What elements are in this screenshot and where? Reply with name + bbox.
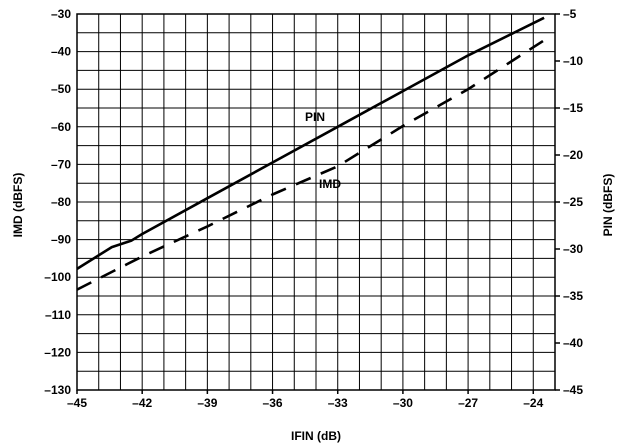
y-left-tick-label: –130 bbox=[44, 383, 71, 397]
grid bbox=[77, 14, 555, 390]
x-tick-label: –39 bbox=[197, 396, 217, 410]
y-left-tick-label: –60 bbox=[51, 120, 71, 134]
x-tick-label: –36 bbox=[263, 396, 283, 410]
x-tick-label: –30 bbox=[393, 396, 413, 410]
y-left-tick-label: –90 bbox=[51, 233, 71, 247]
y-axis-left-title: IMD (dBFS) bbox=[11, 173, 25, 238]
tick-labels: –45 –42 –39 –36 –33 –30 –27 –24 –30 –40 –50 –60 –70 –… bbox=[44, 7, 583, 410]
x-axis-title: IFIN (dB) bbox=[291, 429, 341, 443]
series-lines bbox=[76, 16, 545, 291]
y-left-tick-label: –40 bbox=[51, 45, 71, 59]
y-right-tick-label: –15 bbox=[563, 101, 583, 115]
y-right-tick-label: –35 bbox=[563, 289, 583, 303]
y-left-tick-label: –100 bbox=[44, 270, 71, 284]
series-line-pin bbox=[76, 16, 545, 271]
y-right-tick-label: –40 bbox=[563, 336, 583, 350]
x-tick-label: –27 bbox=[458, 396, 478, 410]
y-right-tick-label: –10 bbox=[563, 54, 583, 68]
y-right-tick-label: –20 bbox=[563, 148, 583, 162]
x-tick-label: –33 bbox=[328, 396, 348, 410]
y-right-tick-label: –5 bbox=[563, 7, 577, 21]
y-axis-right-title: PIN (dBFS) bbox=[601, 174, 615, 237]
series-label-pin: PIN bbox=[305, 110, 325, 124]
x-tick-label: –24 bbox=[523, 396, 543, 410]
y-left-tick-label: –120 bbox=[44, 345, 71, 359]
y-right-tick-label: –30 bbox=[563, 242, 583, 256]
y-left-tick-label: –50 bbox=[51, 82, 71, 96]
y-right-tick-label: –45 bbox=[563, 383, 583, 397]
y-left-tick-label: –80 bbox=[51, 195, 71, 209]
y-left-tick-label: –30 bbox=[51, 7, 71, 21]
x-tick-label: –42 bbox=[132, 396, 152, 410]
x-tick-label: –45 bbox=[67, 396, 87, 410]
y-right-tick-label: –25 bbox=[563, 195, 583, 209]
y-left-tick-label: –70 bbox=[51, 157, 71, 171]
series-label-imd: IMD bbox=[319, 177, 341, 191]
series-line-imd bbox=[76, 39, 545, 291]
y-left-tick-label: –110 bbox=[45, 308, 71, 322]
